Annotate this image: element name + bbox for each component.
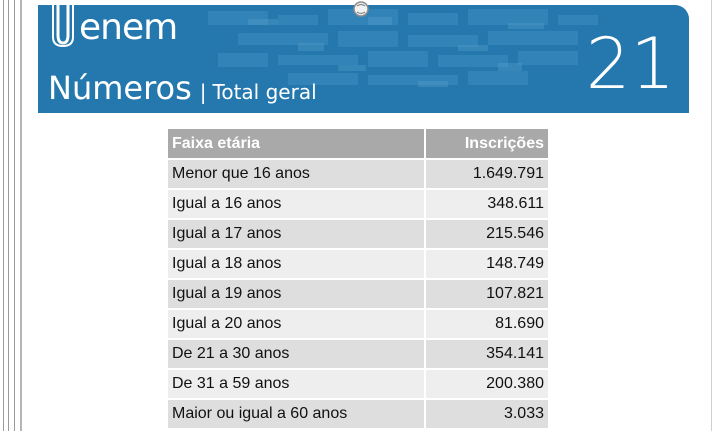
registrations-cell: 1.649.791 [424,159,548,190]
table-row: Igual a 17 anos 215.546 [168,219,548,250]
table-row: De 21 a 30 anos 354.141 [168,339,548,370]
registrations-cell: 354.141 [424,339,548,370]
registrations-cell: 215.546 [424,219,548,250]
registrations-cell: 107.821 [424,279,548,310]
title-separator: | [199,80,207,104]
age-range-cell: De 21 a 30 anos [168,339,426,370]
age-range-cell: De 31 a 59 anos [168,369,426,400]
title-subtitle: Total geral [212,80,317,104]
registrations-cell: 3.033 [424,399,548,430]
registrations-cell: 348.611 [424,189,548,220]
page-edge [20,0,22,431]
page-edge [14,0,15,431]
title-main: Números [48,69,192,107]
age-range-cell: Igual a 20 anos [168,309,426,340]
age-range-cell: Igual a 18 anos [168,249,426,280]
page-title: Números | Total geral [48,69,317,107]
slide-header-banner: enem Números | Total geral 21 [38,5,689,113]
table-row: Igual a 20 anos 81.690 [168,309,548,340]
registrations-cell: 81.690 [424,309,548,340]
banner-pattern [208,9,598,87]
table-row: Maior ou igual a 60 anos 3.033 [168,399,548,430]
page-edge [3,0,4,431]
table-row: De 31 a 59 anos 200.380 [168,369,548,400]
column-header-registrations: Inscrições [424,129,548,160]
table-header-row: Faixa etária Inscrições [168,129,548,160]
table-row: Igual a 18 anos 148.749 [168,249,548,280]
table-row: Menor que 16 anos 1.649.791 [168,159,548,190]
page-number: 21 [585,23,675,105]
page-edge-right [711,0,712,431]
registrations-cell: 200.380 [424,369,548,400]
table-row: Igual a 19 anos 107.821 [168,279,548,310]
age-range-cell: Igual a 16 anos [168,189,426,220]
age-range-cell: Igual a 19 anos [168,279,426,310]
registrations-cell: 148.749 [424,249,548,280]
age-range-cell: Maior ou igual a 60 anos [168,399,426,430]
table-row: Igual a 16 anos 348.611 [168,189,548,220]
column-header-age-range: Faixa etária [168,129,426,160]
age-range-cell: Igual a 17 anos [168,219,426,250]
paperclip-logo-icon [52,5,74,47]
binder-ring-icon [353,1,369,17]
age-range-cell: Menor que 16 anos [168,159,426,190]
enem-logo-text: enem [79,7,178,48]
page-edge [8,0,9,431]
age-range-table: Faixa etária Inscrições Menor que 16 ano… [168,129,548,430]
